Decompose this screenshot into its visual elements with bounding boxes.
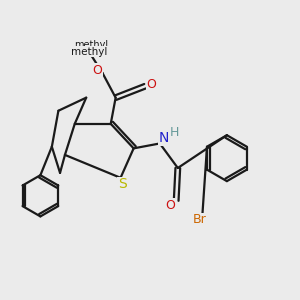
Text: H: H [169,126,178,139]
Text: methyl: methyl [71,46,108,57]
Text: N: N [159,131,169,145]
Text: Br: Br [193,213,206,226]
Text: methyl: methyl [74,40,108,50]
Text: O: O [92,64,102,77]
Text: O: O [165,199,175,212]
Text: S: S [118,177,126,191]
Text: O: O [147,78,157,91]
